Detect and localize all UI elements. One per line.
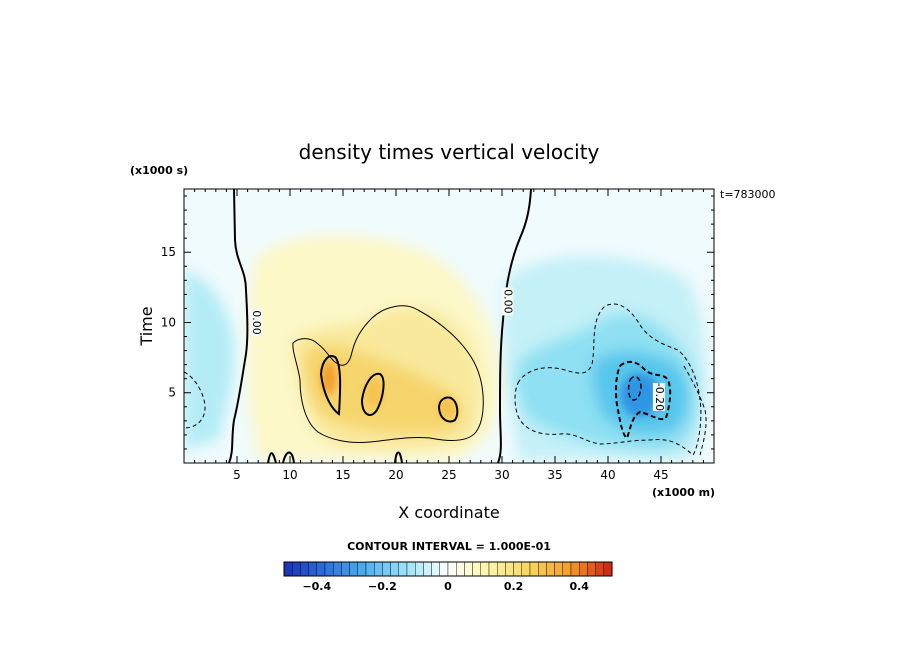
contour-0.2-c [437,396,459,423]
colorbar-cell [513,561,522,577]
x-tick-label: 20 [388,468,403,482]
x-axis-label: X coordinate [398,503,499,522]
colorbar-cell [283,561,293,577]
colorbar: −0.4 −0.2 0 0.2 0.4 [283,561,613,593]
negative-region-left [184,270,235,450]
zero-contour-bump-2 [282,451,295,463]
colorbar-frame [283,561,613,577]
contour-label-background [501,287,514,316]
colorbar-cell [365,561,375,577]
colorbar-cell [595,561,604,577]
colorbar-cell [300,561,309,577]
contour-interval-label: CONTOUR INTERVAL = 1.000E-01 [347,540,551,553]
colorbar-cell [562,561,572,577]
colorbar-cell [398,561,408,577]
colorbar-cell [464,561,473,577]
y-tick-label: 5 [168,386,176,400]
contour-label: 0.00 [501,289,514,314]
contour-neg-0.1-left [184,371,206,429]
contour-neg-0.1-edge [683,365,707,456]
contour-label: -0.20 [653,383,666,411]
colorbar-cell [357,561,367,577]
colorbar-cell [488,561,498,577]
colorbar-tick-label: −0.4 [302,580,331,593]
colorbar-cell [341,561,350,577]
colorbar-cell [406,561,416,577]
colorbar-cell [570,561,580,577]
colorbar-cell [529,561,539,577]
colorbar-cell [439,561,449,577]
colorbar-cell [538,561,547,577]
y-tick-label: 10 [161,315,176,329]
contour-label-background [652,382,665,411]
colorbar-cell [472,561,482,577]
colorbar-cell [374,561,383,577]
contour-neg-0.1-right [514,303,702,456]
colorbar-cell [382,561,391,577]
colorbar-cell [603,561,613,577]
x-tick-label: 30 [494,468,509,482]
x-tick-label: 5 [233,468,241,482]
colorbar-cell [546,561,555,577]
field-shading: 0.00 0.00 -0.20 [184,189,714,463]
colorbar-cell [456,561,465,577]
contour-label-background [250,308,263,337]
chart-title: density times vertical velocity [299,140,600,164]
x-tick-label: 15 [335,468,350,482]
colorbar-cell [349,561,359,577]
colorbar-cell [480,561,490,577]
x-tick-label: 25 [441,468,456,482]
positive-max-core-2 [365,378,383,408]
colorbar-cell [447,561,457,577]
colorbar-cell [333,561,342,577]
colorbar-cell [390,561,400,577]
colorbar-cell [324,561,334,577]
colorbar-cell [423,561,432,577]
colorbar-cell [316,561,326,577]
colorbar-cell [497,561,506,577]
colorbar-cell [521,561,531,577]
colorbar-tick-label: 0.4 [569,580,589,593]
colorbar-cell [431,561,441,577]
zero-contour-bump-3 [394,451,403,463]
y-scale-label: (x1000 s) [130,164,188,177]
y-tick-label: 15 [161,245,176,259]
zero-contour-left [228,189,249,463]
x-tick-label: 35 [547,468,562,482]
colorbar-cell [415,561,424,577]
colorbar-cell [292,561,301,577]
positive-max-core-1 [321,361,337,395]
x-tick-label: 45 [653,468,668,482]
colorbar-cell [505,561,514,577]
x-tick-label: 40 [600,468,615,482]
colorbar-cell [579,561,588,577]
contour-0.1 [292,305,484,443]
time-stamp: t=783000 [720,188,776,201]
contour-0.2-a [319,355,342,416]
y-axis-label: Time [137,306,156,346]
contour-neg-0.2 [615,360,672,440]
zero-contour-right [497,189,532,463]
colorbar-tick-label: 0 [444,580,452,593]
colorbar-tick-label: −0.2 [368,580,397,593]
colorbar-cell [587,561,596,577]
positive-max-core-3 [438,397,456,419]
contour-label: 0.00 [250,310,263,335]
colorbar-tick-label: 0.2 [504,580,524,593]
colorbar-cell [554,561,563,577]
contour-0.2-b [360,372,385,416]
x-scale-label: (x1000 m) [652,486,715,499]
colorbar-cell [308,561,318,577]
x-tick-label: 10 [282,468,297,482]
